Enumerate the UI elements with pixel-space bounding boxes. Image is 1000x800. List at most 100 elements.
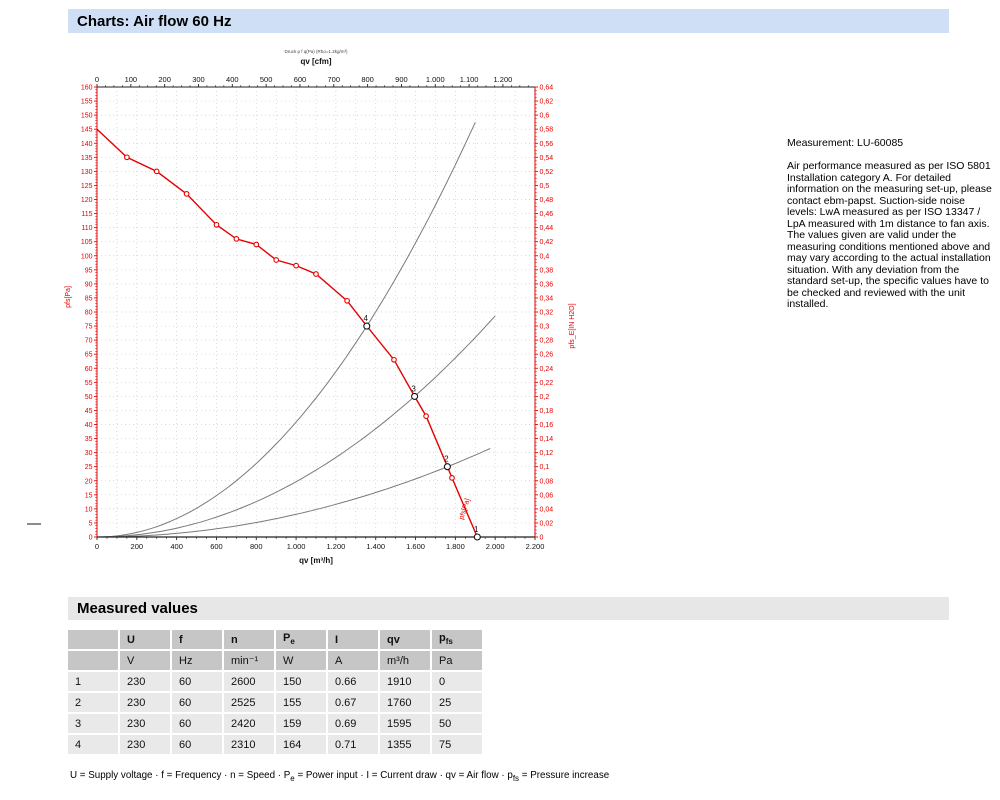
margin-dash [27, 523, 41, 525]
right-axis-tick-label: 0,46 [540, 211, 554, 218]
table-cell: 1910 [380, 672, 430, 691]
right-axis-tick-label: 0,28 [540, 338, 554, 345]
fan-curve-marker [253, 241, 260, 248]
table-cell: 4 [68, 735, 118, 754]
left-axis-tick-label: 85 [85, 295, 93, 302]
left-axis-tick-label: 135 [81, 155, 93, 162]
table-cell: 164 [276, 735, 326, 754]
bottom-axis-tick-label: 1.600 [406, 542, 425, 551]
left-axis-tick-label: 40 [85, 422, 93, 429]
table-row: 4 230 60 2310 164 0.71 1355 75 [68, 735, 482, 754]
table-cell: 0.71 [328, 735, 378, 754]
right-axis-tick-label: 0,16 [540, 422, 554, 429]
left-axis-tick-label: 100 [81, 253, 93, 260]
table-cell: 60 [172, 693, 222, 712]
left-axis-tick-label: 115 [81, 211, 92, 218]
left-axis-tick-label: 150 [81, 113, 93, 120]
operating-point [363, 322, 371, 330]
unit-cell: m³/h [380, 651, 430, 670]
right-axis-tick-label: 0,56 [540, 141, 554, 148]
left-axis-tick-label: 50 [85, 394, 93, 401]
table-cell: 2 [68, 693, 118, 712]
top-axis-tick-label: 500 [260, 75, 273, 84]
table-cell: 230 [120, 735, 170, 754]
top-axis-tick-label: 400 [226, 75, 239, 84]
top-axis-title: qv [cfm] [300, 57, 331, 66]
right-axis-tick-label: 0,08 [540, 478, 554, 485]
right-axis-tick-label: 0,54 [540, 155, 554, 162]
left-axis-tick-label: 10 [85, 506, 93, 513]
fan-curve-marker [391, 356, 397, 363]
right-axis-tick-label: 0,14 [540, 436, 554, 443]
unit-cell: Pa [432, 651, 482, 670]
measurement-id: Measurement: LU-60085 [787, 137, 904, 149]
bottom-axis-tick-label: 800 [250, 542, 263, 551]
right-axis-tick-label: 0,62 [540, 99, 554, 106]
left-axis-tick-label: 55 [85, 380, 93, 387]
table-cell: 1 [68, 672, 118, 691]
column-header: qv [380, 630, 430, 649]
unit-cell: V [120, 651, 170, 670]
fan-curve-marker [124, 154, 130, 161]
bottom-axis-tick-label: 200 [131, 542, 144, 551]
right-axis-tick-label: 0,32 [540, 310, 554, 317]
left-axis-title: pfs[Pa] [65, 286, 72, 308]
operating-point [411, 392, 419, 400]
measured-values-heading: Measured values [77, 600, 198, 617]
airflow-chart: 0 100 200 300 400 500 600 700 800 900 1.000 1.100 1.… [65, 49, 576, 565]
right-axis-tick-label: 0,18 [540, 408, 554, 415]
right-axis-tick-label: 0,26 [540, 352, 554, 359]
table-cell: 230 [120, 672, 170, 691]
right-axis-tick-label: 0,22 [540, 380, 554, 387]
unit-cell: A [328, 651, 378, 670]
table-cell: 150 [276, 672, 326, 691]
column-header: Pe [276, 630, 326, 649]
top-axis-tick-label: 1.100 [460, 75, 479, 84]
left-axis-tick-label: 45 [85, 408, 93, 415]
unit-cell [68, 651, 118, 670]
table-cell: 1760 [380, 693, 430, 712]
right-axis-tick-label: 0,12 [540, 450, 554, 457]
bottom-axis-tick-label: 400 [170, 542, 183, 551]
left-axis-tick-label: 65 [85, 352, 93, 359]
top-axis-tick-label: 1.200 [494, 75, 513, 84]
left-axis-tick-label: 155 [81, 99, 93, 106]
left-axis-tick-label: 125 [81, 183, 93, 190]
top-axis-tick-label: 900 [395, 75, 408, 84]
column-header: f [172, 630, 222, 649]
right-axis-tick-label: 0,64 [540, 85, 554, 92]
top-axis-tick-label: 200 [158, 75, 171, 84]
right-axis-tick-label: 0,48 [540, 197, 554, 204]
right-axis-tick-label: 0 [540, 535, 544, 542]
right-axis-tick-label: 0,38 [540, 267, 554, 274]
table-cell: 155 [276, 693, 326, 712]
right-axis-tick-label: 0,24 [540, 366, 554, 373]
right-axis-tick-label: 0,58 [540, 127, 554, 134]
fan-curve [96, 128, 478, 538]
operating-point-label: 1 [474, 525, 479, 534]
bottom-axis-tick-label: 1.400 [366, 542, 385, 551]
table-cell: 159 [276, 714, 326, 733]
bottom-axis-tick-label: 0 [95, 542, 99, 551]
left-axis-tick-label: 160 [81, 85, 93, 92]
fan-curve-marker [344, 297, 350, 304]
table-cell: 60 [172, 714, 222, 733]
fan-curve-marker [183, 191, 190, 197]
left-axis-tick-label: 80 [85, 310, 93, 317]
left-axis-tick-label: 90 [85, 281, 93, 288]
table-cell: 0.69 [328, 714, 378, 733]
table-row: 2 230 60 2525 155 0.67 1760 25 [68, 693, 482, 712]
operating-point [443, 463, 451, 471]
unit-cell: min⁻¹ [224, 651, 274, 670]
right-axis-tick-label: 0,06 [540, 492, 554, 499]
left-axis-tick-label: 110 [81, 225, 92, 232]
table-cell: 25 [432, 693, 482, 712]
operating-point-label: 3 [411, 384, 416, 393]
page-title-bar: Charts: Air flow 60 Hz [68, 9, 949, 33]
table-cell: 60 [172, 672, 222, 691]
unit-cell: Hz [172, 651, 222, 670]
top-axis-tick-label: 300 [192, 75, 205, 84]
left-axis-tick-label: 105 [81, 239, 93, 246]
left-axis-tick-label: 20 [85, 478, 93, 485]
